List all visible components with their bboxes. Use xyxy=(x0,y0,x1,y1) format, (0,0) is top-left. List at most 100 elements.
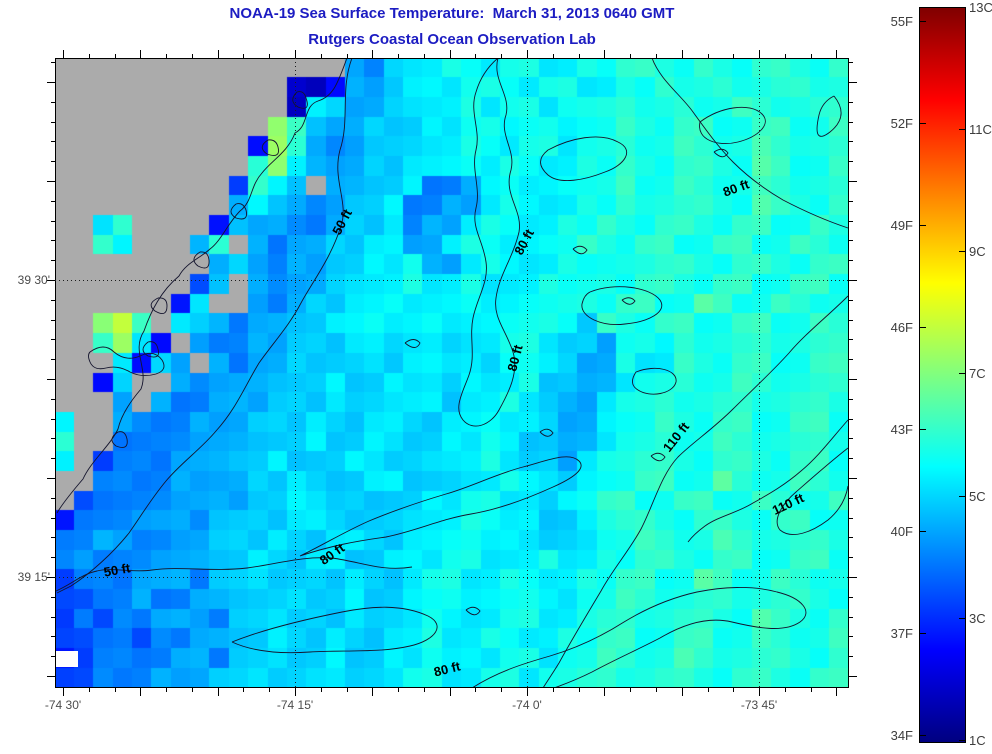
axis-tick xyxy=(51,656,55,658)
axis-tick xyxy=(849,181,857,182)
white-patch xyxy=(56,651,78,667)
y-axis-tick-label: 39 15' xyxy=(17,570,50,584)
axis-tick xyxy=(51,299,55,301)
depth-contour-line xyxy=(404,148,729,616)
axis-tick xyxy=(51,557,55,559)
axis-tick xyxy=(47,478,55,479)
axis-tick xyxy=(849,418,853,420)
axis-tick xyxy=(51,497,55,499)
depth-contour-line xyxy=(88,346,165,377)
axis-tick xyxy=(849,240,853,242)
axis-tick xyxy=(47,379,55,380)
graticule-line xyxy=(295,58,296,688)
axis-tick xyxy=(51,200,55,202)
axis-tick xyxy=(372,50,374,58)
axis-tick xyxy=(423,688,425,692)
axis-tick xyxy=(810,688,812,692)
colorbar-c-label: 5C xyxy=(969,489,986,504)
axis-tick xyxy=(655,688,657,692)
axis-tick xyxy=(836,688,838,696)
axis-tick xyxy=(47,676,55,677)
axis-tick xyxy=(475,688,477,692)
graticule-line xyxy=(759,58,760,688)
axis-tick xyxy=(849,359,853,361)
axis-tick xyxy=(51,101,55,103)
axis-tick xyxy=(166,54,168,58)
axis-tick xyxy=(140,688,142,696)
axis-tick xyxy=(630,688,632,692)
axis-tick xyxy=(707,54,709,58)
axis-tick xyxy=(398,688,400,692)
axis-tick xyxy=(849,319,853,321)
axis-tick xyxy=(849,339,853,341)
page-subtitle: Rutgers Coastal Ocean Observation Lab xyxy=(308,31,596,48)
axis-tick xyxy=(849,260,853,262)
axis-tick xyxy=(51,319,55,321)
depth-contour-line xyxy=(56,58,353,594)
axis-tick xyxy=(959,373,965,374)
axis-tick xyxy=(51,458,55,460)
axis-tick xyxy=(372,688,374,696)
depth-contour-line xyxy=(471,587,807,688)
axis-tick xyxy=(51,161,55,163)
axis-tick xyxy=(959,618,965,619)
axis-tick xyxy=(849,438,853,440)
axis-tick xyxy=(849,101,853,103)
axis-tick xyxy=(578,54,580,58)
axis-tick xyxy=(920,633,926,634)
axis-tick xyxy=(63,50,64,58)
axis-tick xyxy=(552,688,554,692)
axis-tick xyxy=(346,54,348,58)
page-title: NOAA-19 Sea Surface Temperature: March 3… xyxy=(229,5,675,22)
axis-tick xyxy=(191,54,193,58)
x-axis-tick-label: -74 0' xyxy=(512,698,542,712)
axis-tick xyxy=(552,54,554,58)
axis-tick xyxy=(527,688,529,696)
axis-tick xyxy=(959,251,965,252)
axis-tick xyxy=(849,636,853,638)
axis-tick xyxy=(849,398,853,400)
axis-tick xyxy=(920,327,926,328)
axis-tick xyxy=(733,54,735,58)
colorbar-f-label: 55F xyxy=(890,14,913,29)
axis-tick xyxy=(849,676,857,677)
axis-tick xyxy=(849,656,853,658)
depth-contour-line xyxy=(111,91,308,448)
depth-contour-line xyxy=(55,557,413,592)
axis-tick xyxy=(217,50,219,58)
axis-tick xyxy=(920,735,926,736)
axis-tick xyxy=(784,688,786,692)
axis-tick xyxy=(849,616,853,618)
colorbar-f-label: 49F xyxy=(890,218,913,233)
axis-tick xyxy=(51,438,55,440)
x-axis-tick-label: -74 15' xyxy=(276,698,314,712)
colorbar-c-label: 9C xyxy=(969,244,986,259)
axis-tick xyxy=(707,688,709,692)
axis-tick xyxy=(959,496,965,497)
map-frame xyxy=(55,58,849,688)
axis-tick xyxy=(320,688,322,692)
colorbar-f-label: 40F xyxy=(890,524,913,539)
colorbar-c-label: 11C xyxy=(969,122,992,137)
axis-tick xyxy=(320,54,322,58)
axis-tick xyxy=(849,141,853,143)
depth-contour-line xyxy=(299,456,582,557)
axis-tick xyxy=(836,50,838,58)
axis-tick xyxy=(243,688,245,692)
axis-tick xyxy=(51,260,55,262)
axis-tick xyxy=(295,688,297,696)
depth-contour-line xyxy=(231,606,438,654)
axis-tick xyxy=(51,636,55,638)
axis-tick xyxy=(849,379,857,380)
axis-tick xyxy=(849,458,853,460)
axis-tick xyxy=(849,161,853,163)
axis-tick xyxy=(849,299,853,301)
axis-tick xyxy=(578,688,580,692)
axis-tick xyxy=(849,121,853,123)
axis-tick xyxy=(47,280,55,281)
axis-tick xyxy=(959,129,965,130)
depth-contour-line xyxy=(651,58,849,229)
axis-tick xyxy=(920,123,926,124)
axis-tick xyxy=(810,54,812,58)
